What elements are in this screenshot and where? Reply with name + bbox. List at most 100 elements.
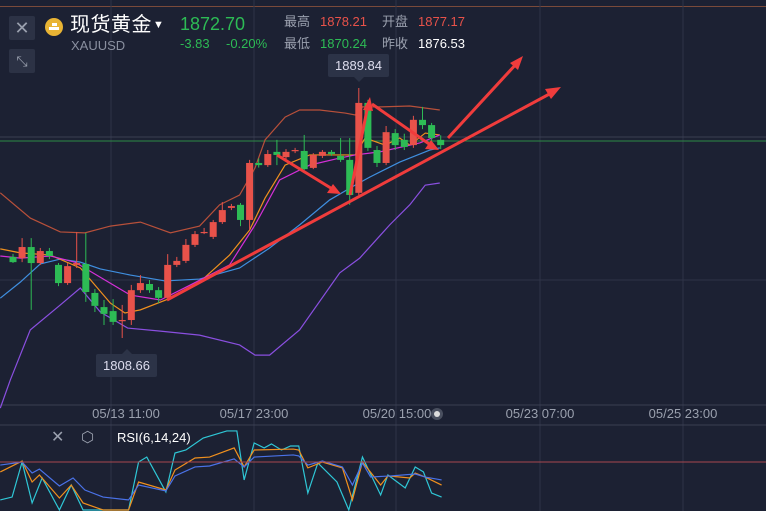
hexagon-gear-icon[interactable]: ⬡ <box>81 429 95 446</box>
instrument-name[interactable]: 现货黄金 <box>70 14 152 36</box>
candle <box>191 231 199 248</box>
open-label: 开盘 <box>382 14 409 29</box>
candle <box>291 147 299 154</box>
candles <box>9 88 445 339</box>
candle <box>9 253 17 264</box>
low-label: 最低 <box>284 36 311 51</box>
candle <box>282 149 290 159</box>
candle <box>391 129 399 151</box>
candle-body <box>91 292 99 306</box>
overlay-line-2 <box>0 182 440 409</box>
candle-body <box>227 206 235 208</box>
candle-body <box>382 132 390 163</box>
close-rsi-icon[interactable]: ✕ <box>51 429 65 446</box>
price-change: -3.83 <box>180 36 210 51</box>
candle <box>318 150 326 159</box>
candle <box>55 263 62 287</box>
arrow-head <box>327 184 341 194</box>
arrow-head <box>363 97 373 111</box>
candle-body <box>118 320 126 322</box>
candle-body <box>55 264 62 284</box>
rsi-lines <box>0 430 442 511</box>
top-divider <box>0 6 766 7</box>
candle <box>127 284 135 325</box>
candle <box>373 146 381 167</box>
last-price: 1872.70 <box>180 14 246 34</box>
high-label: 最高 <box>284 14 311 29</box>
candle-body <box>73 263 81 265</box>
x-tick: 05/13 11:00 <box>92 406 160 421</box>
candle-body <box>282 151 290 158</box>
candle-body <box>291 150 299 152</box>
collapse-button[interactable]: ⤡ <box>9 49 35 73</box>
candle <box>337 138 345 163</box>
zigzag-down-2 <box>371 102 433 148</box>
arrow-head <box>510 56 523 70</box>
candle <box>100 300 108 325</box>
x-tick: 05/25 23:00 <box>648 406 718 421</box>
candle <box>382 126 390 166</box>
candle-body <box>318 151 326 156</box>
candle <box>164 254 172 301</box>
rsi-label: RSI(6,14,24) <box>117 430 191 445</box>
x-tick: 05/17 23:00 <box>219 406 289 421</box>
high-value: 1878.21 <box>320 14 367 29</box>
candle <box>328 150 335 156</box>
candle-body <box>300 150 308 170</box>
candle-body <box>309 154 317 168</box>
low-value: 1870.24 <box>320 36 367 51</box>
prev-close-label: 昨收 <box>382 36 409 51</box>
candle-body <box>264 154 272 166</box>
candle-body <box>173 260 181 265</box>
candle <box>73 231 81 268</box>
arrow-line <box>446 60 520 140</box>
candle-body <box>27 247 35 264</box>
scroll-handle-dot <box>434 411 440 417</box>
candle-body <box>155 290 163 298</box>
candle-body <box>9 256 17 263</box>
candle <box>300 134 308 171</box>
candle-body <box>146 283 153 291</box>
candle <box>273 139 281 166</box>
candle <box>36 247 44 265</box>
rsi-line-1 <box>0 447 442 511</box>
candle-body <box>18 247 26 259</box>
candle <box>45 247 53 260</box>
price-change-pct: -0.20% <box>226 36 268 51</box>
close-icon: ✕ <box>14 18 30 38</box>
candle-body <box>400 139 408 147</box>
candle <box>400 133 408 151</box>
candle-body <box>419 119 426 126</box>
close-button[interactable]: ✕ <box>9 16 35 40</box>
collapse-arrows-icon: ⤡ <box>16 53 28 69</box>
candle-body <box>273 151 281 155</box>
candle-body <box>428 125 436 139</box>
candle-body <box>200 231 208 234</box>
candle <box>109 299 117 325</box>
x-tick: 05/23 07:00 <box>505 406 575 421</box>
candle-body <box>337 155 345 160</box>
zigzag-up <box>348 104 370 196</box>
candle-body <box>82 263 90 293</box>
candle <box>309 153 317 170</box>
candle-body <box>164 264 172 298</box>
arrow-head <box>545 87 561 99</box>
candle-body <box>328 151 335 155</box>
candle <box>118 304 126 339</box>
overlay-line-1 <box>0 147 440 299</box>
candle-body <box>246 162 254 220</box>
rsi-line-2 <box>0 454 442 501</box>
candle-body <box>373 150 381 163</box>
candle-body <box>218 210 226 223</box>
candle-body <box>127 290 135 321</box>
rsi-line-0 <box>0 430 442 511</box>
candle-body <box>437 139 445 146</box>
trend-line <box>166 89 556 302</box>
caret-down-icon[interactable]: ▼ <box>153 19 164 31</box>
candle-body <box>45 251 53 256</box>
gold-bars-icon <box>45 18 63 36</box>
candle-body <box>346 159 354 195</box>
candle <box>264 150 272 167</box>
